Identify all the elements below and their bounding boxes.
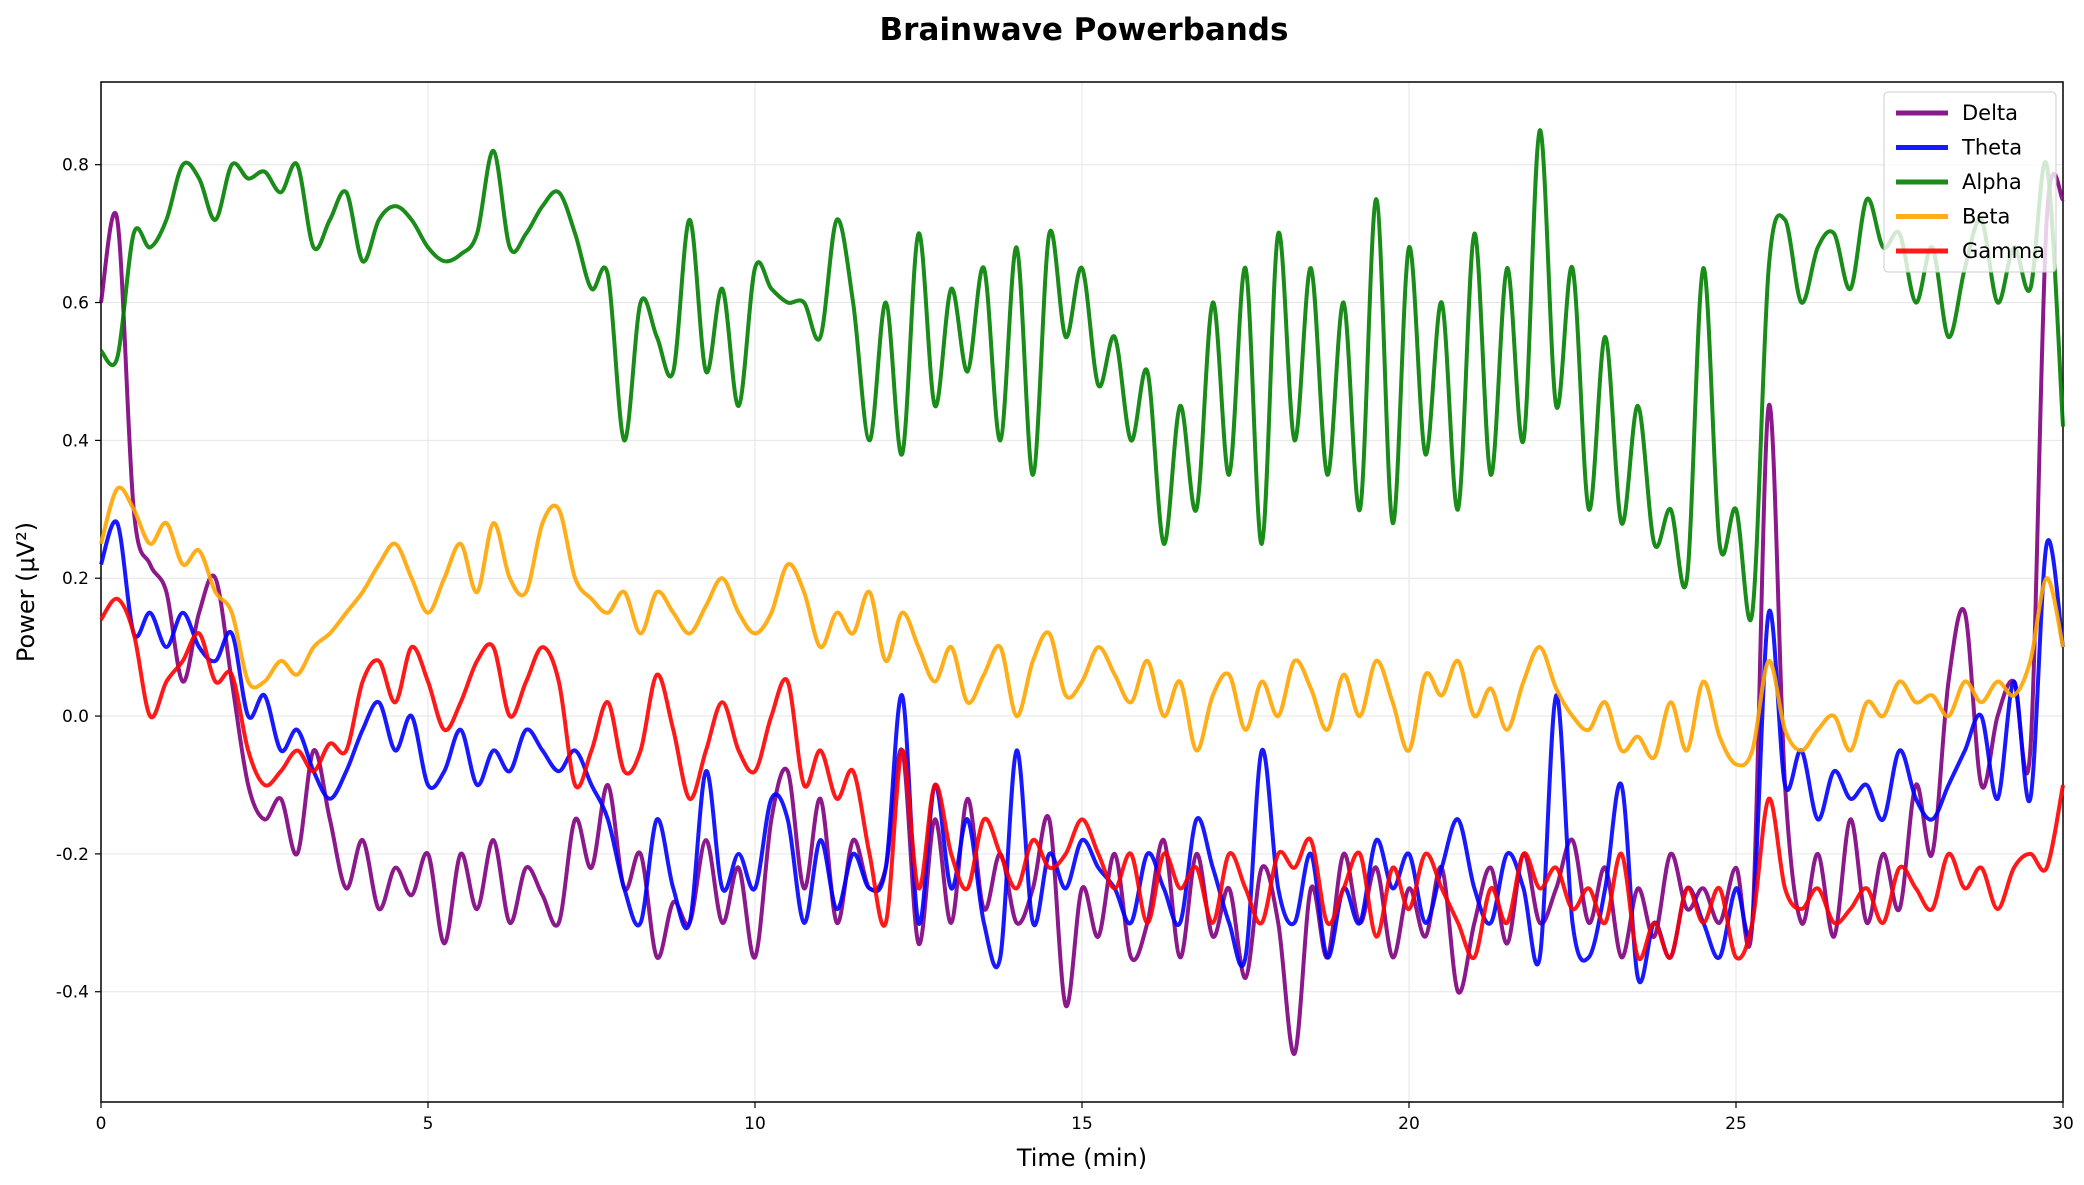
x-tick-label: 10 xyxy=(744,1114,766,1134)
x-tick-label: 20 xyxy=(1398,1114,1420,1134)
legend-label-theta: Theta xyxy=(1961,136,2022,160)
legend-label-gamma: Gamma xyxy=(1962,239,2045,263)
legend-box xyxy=(1883,91,2057,273)
y-tick-label: 0.2 xyxy=(62,569,89,589)
y-tick-label: 0.6 xyxy=(62,294,89,314)
y-tick-label: -0.4 xyxy=(56,983,89,1003)
x-tick-label: 15 xyxy=(1071,1114,1093,1134)
series-line-alpha xyxy=(99,128,2065,623)
legend-label-delta: Delta xyxy=(1962,101,2018,125)
x-tick-label: 5 xyxy=(423,1114,434,1134)
series-line-beta xyxy=(99,485,2065,768)
y-axis-ticks: -0.4 -0.2 0.0 0.2 0.4 0.6 0.8 xyxy=(56,156,101,1003)
x-tick-label: 30 xyxy=(2052,1114,2074,1134)
y-tick-label: 0.0 xyxy=(62,707,89,727)
y-tick-label: -0.2 xyxy=(56,845,89,865)
gridlines xyxy=(100,82,2064,1102)
legend: Delta Theta Alpha Beta Gamma xyxy=(1883,91,2057,273)
series-line-gamma xyxy=(99,596,2065,962)
y-tick-label: 0.8 xyxy=(62,156,89,176)
y-axis-label: Power (μV²) xyxy=(12,522,40,662)
x-axis-ticks: 0 5 10 15 20 25 30 xyxy=(96,1102,2074,1134)
legend-label-beta: Beta xyxy=(1962,205,2010,229)
x-tick-label: 25 xyxy=(1725,1114,1747,1134)
y-tick-label: 0.4 xyxy=(62,431,89,451)
series-lines xyxy=(99,128,2065,1056)
x-axis-label: Time (min) xyxy=(1016,1144,1147,1172)
chart-title: Brainwave Powerbands xyxy=(880,12,1289,48)
legend-label-alpha: Alpha xyxy=(1962,170,2022,194)
x-tick-label: 0 xyxy=(96,1114,107,1134)
